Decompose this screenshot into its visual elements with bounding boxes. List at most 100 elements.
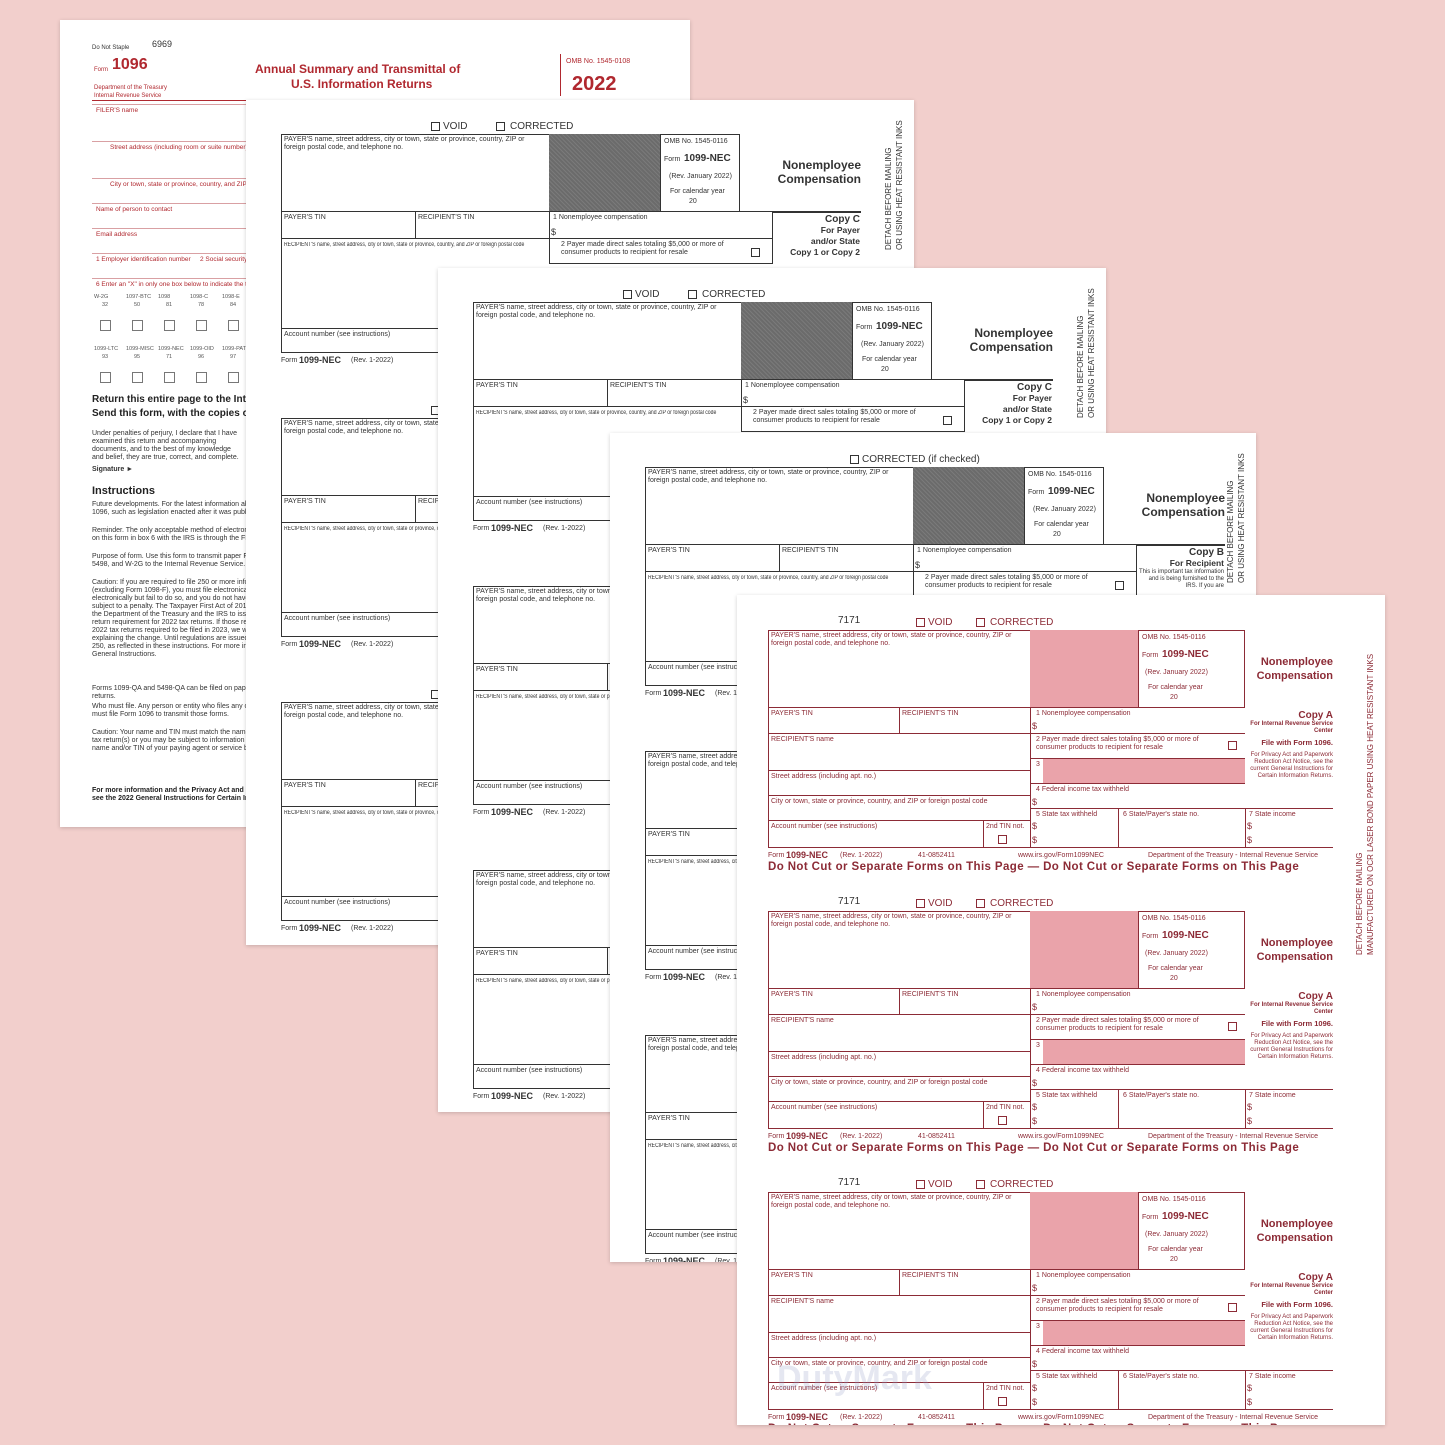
box-2: 2 Payer made direct sales totaling $5,00… [561,241,724,256]
box-5: 5 State tax withheld [1036,1373,1098,1380]
box-4: 4 Federal income tax withheld [1036,1348,1129,1355]
box-4: 4 Federal income tax withheld [1036,1067,1129,1074]
form-cell [281,896,549,921]
screened-box [1030,630,1138,707]
year-prefix: 20 [881,366,889,373]
checkbox [1228,1022,1237,1031]
title-line-2: U.S. Information Returns [291,77,433,91]
recipient-label: RECIPIENT'S name, street address, city o… [284,242,525,248]
side-text: MANUFACTURED ON OCR LASER BOND PAPER USI… [1366,653,1375,955]
box-2: 2 Payer made direct sales totaling $5,00… [925,574,1088,589]
year: 2022 [572,73,617,95]
payer-tin: PAYER'S TIN [648,547,690,554]
form-label: Form [1142,933,1159,940]
recipient-tin: RECIPIENT'S TIN [902,991,959,998]
corrected-label: CORRECTED [990,1179,1054,1190]
dollar-sign: $ [1032,1383,1038,1393]
checkbox [228,320,239,331]
payer-label: PAYER'S name, street address, city or to… [284,704,525,719]
form-cell [473,690,741,780]
payer-label: PAYER'S name, street address, city or to… [771,913,1012,928]
copy-text: This is important tax information and is… [1138,569,1224,589]
form-type-name: 1098-E [222,294,240,300]
street-label: Street address (including apt. no.) [771,1335,877,1342]
copy-text: For Payer [1012,393,1052,403]
form-cell [473,663,607,690]
copy-text: Copy 1 or Copy 2 [982,415,1052,425]
form-cell [1245,1370,1333,1410]
revision: (Rev. January 2022) [1145,950,1208,957]
dollar-sign: $ [551,227,557,237]
form-number: 1099-NEC [1162,1211,1209,1222]
footer-form-number: 1099-NEC [786,850,829,860]
form-cell [281,779,415,806]
copy-text: Copy C [1017,382,1052,393]
calendar-year: For calendar year [670,188,725,195]
screened-box [741,302,852,379]
footer-revision: (Rev. 1-2022) [543,1093,586,1100]
copy-text: Copy B [1189,547,1224,558]
recipient-tin: RECIPIENT'S TIN [418,214,475,221]
payer-label: PAYER'S name, street address, city or to… [771,1194,1012,1209]
footer-form-number: 1099-NEC [299,355,342,365]
form-cell [1245,1089,1333,1129]
form-cell [645,544,779,571]
copy-text: For Privacy Act and Paperwork Reduction … [1250,1314,1333,1341]
form-title: Nonemployee Compensation [777,158,861,186]
form-cell [1118,1370,1245,1410]
form-1099-nec: VOID CORRECTED PAYER'S name, street addres… [281,122,861,374]
calendar-year: For calendar year [1034,521,1089,528]
footer-revision: (Rev. 1-2022) [840,852,883,859]
form-type-name: 1098 [158,294,171,300]
account-label: Account number (see instructions) [771,1385,878,1392]
field-label: FILER'S name [96,107,139,114]
footer-form: Form [473,809,490,816]
footer-department: Department of the Treasury - Internal Re… [1148,852,1319,859]
calendar-year: For calendar year [862,356,917,363]
footer-form-number: 1099-NEC [786,1131,829,1141]
checkbox [1228,741,1237,750]
copy-text: For Recipient [1169,558,1224,568]
copy-designation: Copy A For Internal Revenue Service Cente… [1245,710,1333,780]
calendar-year: For calendar year [1148,965,1203,972]
omb-box [560,54,641,96]
form-type-code: 32 [102,302,109,308]
instructions-heading: Instructions [92,485,155,497]
form-cell [1030,1370,1118,1410]
side-text: OR USING HEAT RESISTANT INKS [1237,453,1246,583]
screened-box [1043,1321,1245,1345]
payer-label: PAYER'S name, street address, city or to… [648,469,889,484]
form-cell [473,302,741,379]
form-type-code: 71 [166,354,173,360]
field-label: Email address [96,231,138,238]
form-type-name: 1099-NEC [158,346,184,352]
form-cell [549,211,772,238]
footer-revision: (Rev. 1-2022) [840,1414,883,1421]
account-label: Account number (see instructions) [648,1232,755,1239]
form-cell [768,911,1030,988]
payer-tin: PAYER'S TIN [648,831,690,838]
form-cell [645,571,913,661]
box-1: 1 Nonemployee compensation [1036,991,1131,998]
copy-text: File with Form 1096. [1261,1300,1333,1309]
payer-tin: PAYER'S TIN [648,1115,690,1122]
form-cell [768,630,1030,707]
recipient-label: RECIPIENT'S name, street address, city o… [476,410,717,416]
field-label: 1 Employer identification number [96,256,191,263]
checkbox [1115,581,1124,590]
checkbox [751,248,760,257]
form-label: Form [1142,1214,1159,1221]
checkbox [132,320,143,331]
form-cell [645,1112,779,1139]
form-number: 1096 [112,56,148,73]
form-number-stamp: 7171 [838,1177,861,1188]
do-not-cut: Do Not Cut or Separate Forms on This Pag… [768,1423,1299,1425]
footer-form-number: 1099-NEC [491,1091,534,1101]
footer-revision: (Rev. 1-2022) [715,974,757,981]
do-not-cut: Do Not Cut or Separate Forms on This Pag… [768,1142,1300,1154]
screened-box [1030,911,1138,988]
form-cell [768,795,1030,820]
account-label: Account number (see instructions) [284,615,391,622]
footer-department: Department of the Treasury - Internal Re… [1148,1133,1319,1140]
form-cell [1030,1089,1118,1129]
